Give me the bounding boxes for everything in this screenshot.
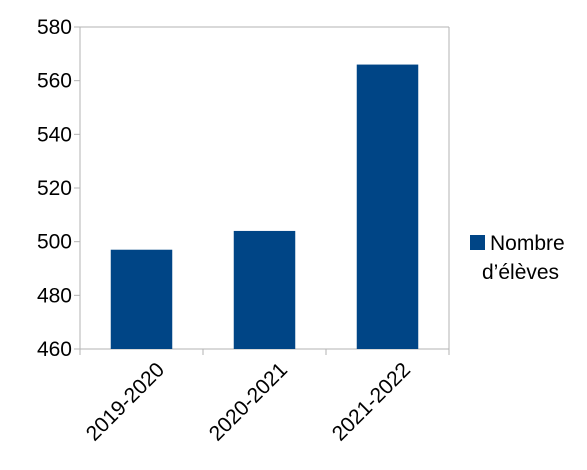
legend-label-line-1: Nombre bbox=[490, 232, 565, 255]
y-tick-label: 480 bbox=[37, 284, 72, 307]
bar-2021-2022 bbox=[357, 65, 419, 349]
y-tick-label: 540 bbox=[37, 123, 72, 146]
y-tick-label: 560 bbox=[37, 70, 72, 93]
x-tick-label: 2021-2022 bbox=[328, 358, 415, 445]
x-tick-label: 2019-2020 bbox=[82, 358, 169, 445]
legend: Nombre d’élèves bbox=[470, 232, 565, 284]
y-tick-label: 460 bbox=[37, 338, 72, 361]
y-axis: 460 480 500 520 540 560 580 bbox=[37, 16, 80, 361]
y-tick-label: 520 bbox=[37, 177, 72, 200]
bar-series bbox=[111, 65, 419, 349]
x-axis: 2019-2020 2020-2021 2021-2022 bbox=[80, 349, 449, 446]
y-tick-label: 500 bbox=[37, 231, 72, 254]
x-tick-label: 2020-2021 bbox=[205, 358, 292, 445]
bar-2019-2020 bbox=[111, 250, 173, 349]
legend-swatch bbox=[470, 235, 485, 250]
legend-label-line-2: d’élèves bbox=[482, 261, 559, 284]
y-tick-label: 580 bbox=[37, 16, 72, 39]
bar-2020-2021 bbox=[234, 231, 296, 349]
